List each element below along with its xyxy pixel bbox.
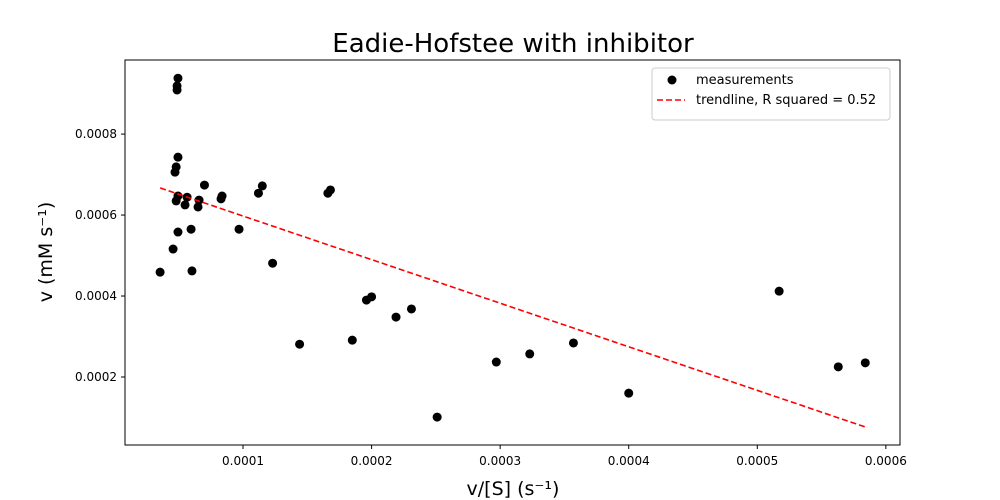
data-point bbox=[173, 73, 183, 83]
data-point bbox=[406, 304, 416, 314]
data-point bbox=[568, 338, 578, 348]
x-tick-label: 0.0002 bbox=[351, 454, 393, 468]
y-tick-label: 0.0006 bbox=[75, 208, 117, 222]
data-point bbox=[347, 335, 357, 345]
data-point bbox=[234, 224, 244, 234]
y-tick-label: 0.0004 bbox=[75, 289, 117, 303]
data-point bbox=[257, 181, 267, 191]
data-point bbox=[186, 224, 196, 234]
legend-box bbox=[651, 67, 891, 121]
data-point bbox=[180, 200, 190, 210]
data-point bbox=[194, 195, 204, 205]
data-point bbox=[187, 266, 197, 276]
data-point bbox=[168, 244, 178, 254]
data-point bbox=[860, 358, 870, 368]
legend-marker bbox=[667, 75, 677, 85]
legend-label: trendline, R squared = 0.52 bbox=[696, 93, 876, 108]
data-point bbox=[253, 188, 263, 198]
data-point bbox=[325, 185, 335, 195]
data-point bbox=[173, 152, 183, 162]
data-point bbox=[774, 286, 784, 296]
data-point bbox=[432, 412, 442, 422]
data-point bbox=[171, 196, 181, 206]
data-point bbox=[155, 267, 165, 277]
data-point bbox=[199, 180, 209, 190]
trendline bbox=[159, 187, 866, 428]
data-point bbox=[367, 292, 377, 302]
x-tick-label: 0.0003 bbox=[479, 454, 521, 468]
y-tick-label: 0.0002 bbox=[75, 370, 117, 384]
x-tick-label: 0.0004 bbox=[608, 454, 650, 468]
data-point bbox=[525, 349, 535, 359]
data-point bbox=[193, 202, 203, 212]
data-point bbox=[268, 258, 278, 268]
data-point bbox=[172, 85, 182, 95]
data-point bbox=[173, 227, 183, 237]
data-point bbox=[295, 339, 305, 349]
x-tick-label: 0.0005 bbox=[736, 454, 778, 468]
data-point bbox=[217, 191, 227, 201]
data-point bbox=[170, 167, 180, 177]
chart-title: Eadie-Hofstee with inhibitor bbox=[332, 29, 694, 59]
x-tick-label: 0.0001 bbox=[222, 454, 264, 468]
x-axis-label: v/[S] (s⁻¹) bbox=[467, 478, 560, 500]
data-point bbox=[624, 388, 634, 398]
y-axis-label: v (mM s⁻¹) bbox=[35, 202, 57, 303]
data-point bbox=[833, 362, 843, 372]
legend-label: measurements bbox=[696, 73, 794, 88]
plot-frame bbox=[124, 59, 901, 446]
y-tick-label: 0.0008 bbox=[75, 127, 117, 141]
x-tick-label: 0.0006 bbox=[865, 454, 907, 468]
data-point bbox=[491, 357, 501, 367]
data-point bbox=[391, 312, 401, 322]
